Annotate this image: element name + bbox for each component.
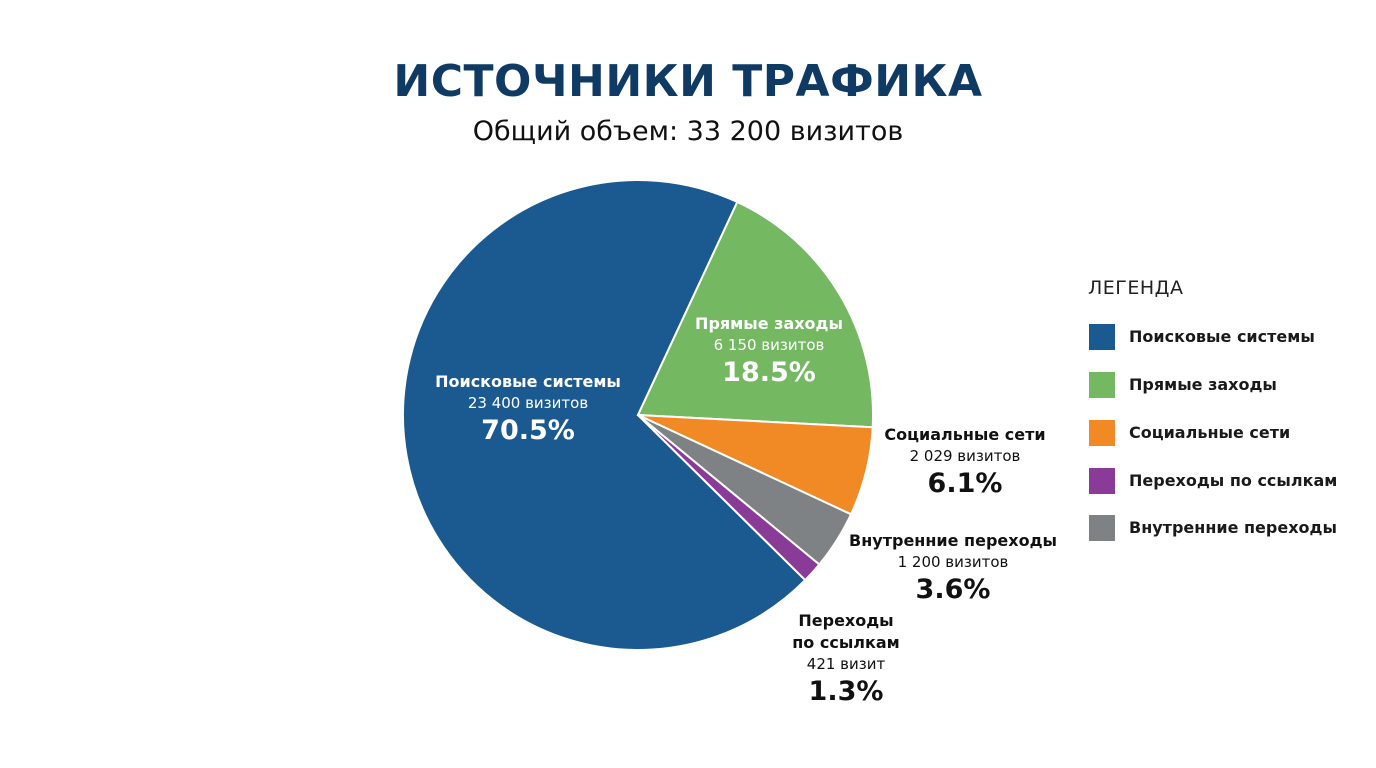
slice-visits: 2 029 визитов (909, 447, 1021, 465)
legend-swatch (1089, 467, 1115, 494)
legend-swatch (1089, 323, 1115, 350)
chart-title: ИСТОЧНИКИ ТРАФИКА (393, 56, 983, 107)
slice-percent: 70.5% (481, 415, 575, 446)
slice-percent: 18.5% (722, 357, 816, 388)
slice-visits: 421 визит (806, 655, 886, 673)
slice-visits: 23 400 визитов (467, 394, 589, 412)
slice-direct[interactable] (636, 200, 875, 429)
slice-visits: 1 200 визитов (897, 553, 1009, 571)
slice-name: Поисковые системы (435, 372, 621, 391)
legend-swatch (1089, 419, 1115, 446)
legend-label: Переходы по ссылкам (1129, 471, 1338, 490)
legend-item-direct[interactable]: Прямые заходы (1089, 371, 1277, 398)
legend-label: Поисковые системы (1129, 327, 1315, 346)
slice-percent: 3.6% (915, 574, 991, 605)
legend-swatch (1089, 371, 1115, 398)
legend-label: Прямые заходы (1129, 375, 1277, 394)
legend-swatch (1089, 514, 1115, 541)
slice-percent: 6.1% (927, 468, 1003, 499)
label-referral: Переходы по ссылкам 421 визит 1.3% (792, 610, 900, 710)
label-direct: Прямые заходы 6 150 визитов 18.5% (695, 313, 843, 391)
legend-title: ЛЕГЕНДА (1088, 277, 1184, 299)
slice-name-line2: по ссылкам (792, 633, 900, 652)
legend-label: Внутренние переходы (1129, 518, 1337, 537)
slice-search-engines[interactable] (401, 178, 807, 651)
legend-label: Социальные сети (1129, 423, 1291, 442)
legend-item-internal[interactable]: Внутренние переходы (1089, 514, 1337, 541)
slice-name: Социальные сети (884, 425, 1046, 444)
slice-percent: 1.3% (808, 676, 884, 707)
slice-referral[interactable] (637, 414, 821, 582)
slice-visits: 6 150 визитов (713, 336, 825, 354)
slice-name: Внутренние переходы (849, 531, 1057, 550)
slice-name: Прямые заходы (695, 314, 843, 333)
slice-name-line1: Переходы (798, 611, 894, 630)
legend-item-social[interactable]: Социальные сети (1089, 419, 1290, 446)
chart-subtitle: Общий объем: 33 200 визитов (472, 116, 904, 147)
legend-item-search-engines[interactable]: Поисковые системы (1089, 323, 1315, 350)
label-internal: Внутренние переходы 1 200 визитов 3.6% (849, 530, 1057, 608)
label-search-engines: Поисковые системы 23 400 визитов 70.5% (435, 371, 621, 449)
label-social: Социальные сети 2 029 визитов 6.1% (884, 424, 1045, 502)
legend-item-referral[interactable]: Переходы по ссылкам (1089, 467, 1337, 494)
